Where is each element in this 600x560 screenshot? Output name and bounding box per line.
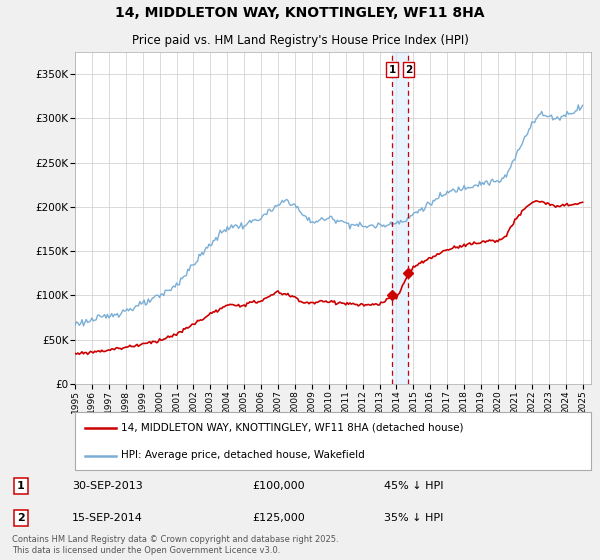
Text: 45% ↓ HPI: 45% ↓ HPI [384,481,443,491]
Text: £125,000: £125,000 [252,513,305,523]
Text: HPI: Average price, detached house, Wakefield: HPI: Average price, detached house, Wake… [121,450,365,460]
Text: 30-SEP-2013: 30-SEP-2013 [72,481,143,491]
Text: 2: 2 [17,513,25,523]
FancyBboxPatch shape [75,412,591,470]
Bar [392,52,409,384]
Text: 14, MIDDLETON WAY, KNOTTINGLEY, WF11 8HA (detached house): 14, MIDDLETON WAY, KNOTTINGLEY, WF11 8HA… [121,423,464,433]
Text: 2: 2 [405,65,412,74]
Text: Contains HM Land Registry data © Crown copyright and database right 2025.
This d: Contains HM Land Registry data © Crown c… [12,535,338,555]
Text: 1: 1 [17,481,25,491]
Text: £100,000: £100,000 [252,481,305,491]
Text: 1: 1 [389,65,396,74]
Text: Price paid vs. HM Land Registry's House Price Index (HPI): Price paid vs. HM Land Registry's House … [131,34,469,47]
Text: 35% ↓ HPI: 35% ↓ HPI [384,513,443,523]
Text: 14, MIDDLETON WAY, KNOTTINGLEY, WF11 8HA: 14, MIDDLETON WAY, KNOTTINGLEY, WF11 8HA [115,6,485,20]
Text: 15-SEP-2014: 15-SEP-2014 [72,513,143,523]
